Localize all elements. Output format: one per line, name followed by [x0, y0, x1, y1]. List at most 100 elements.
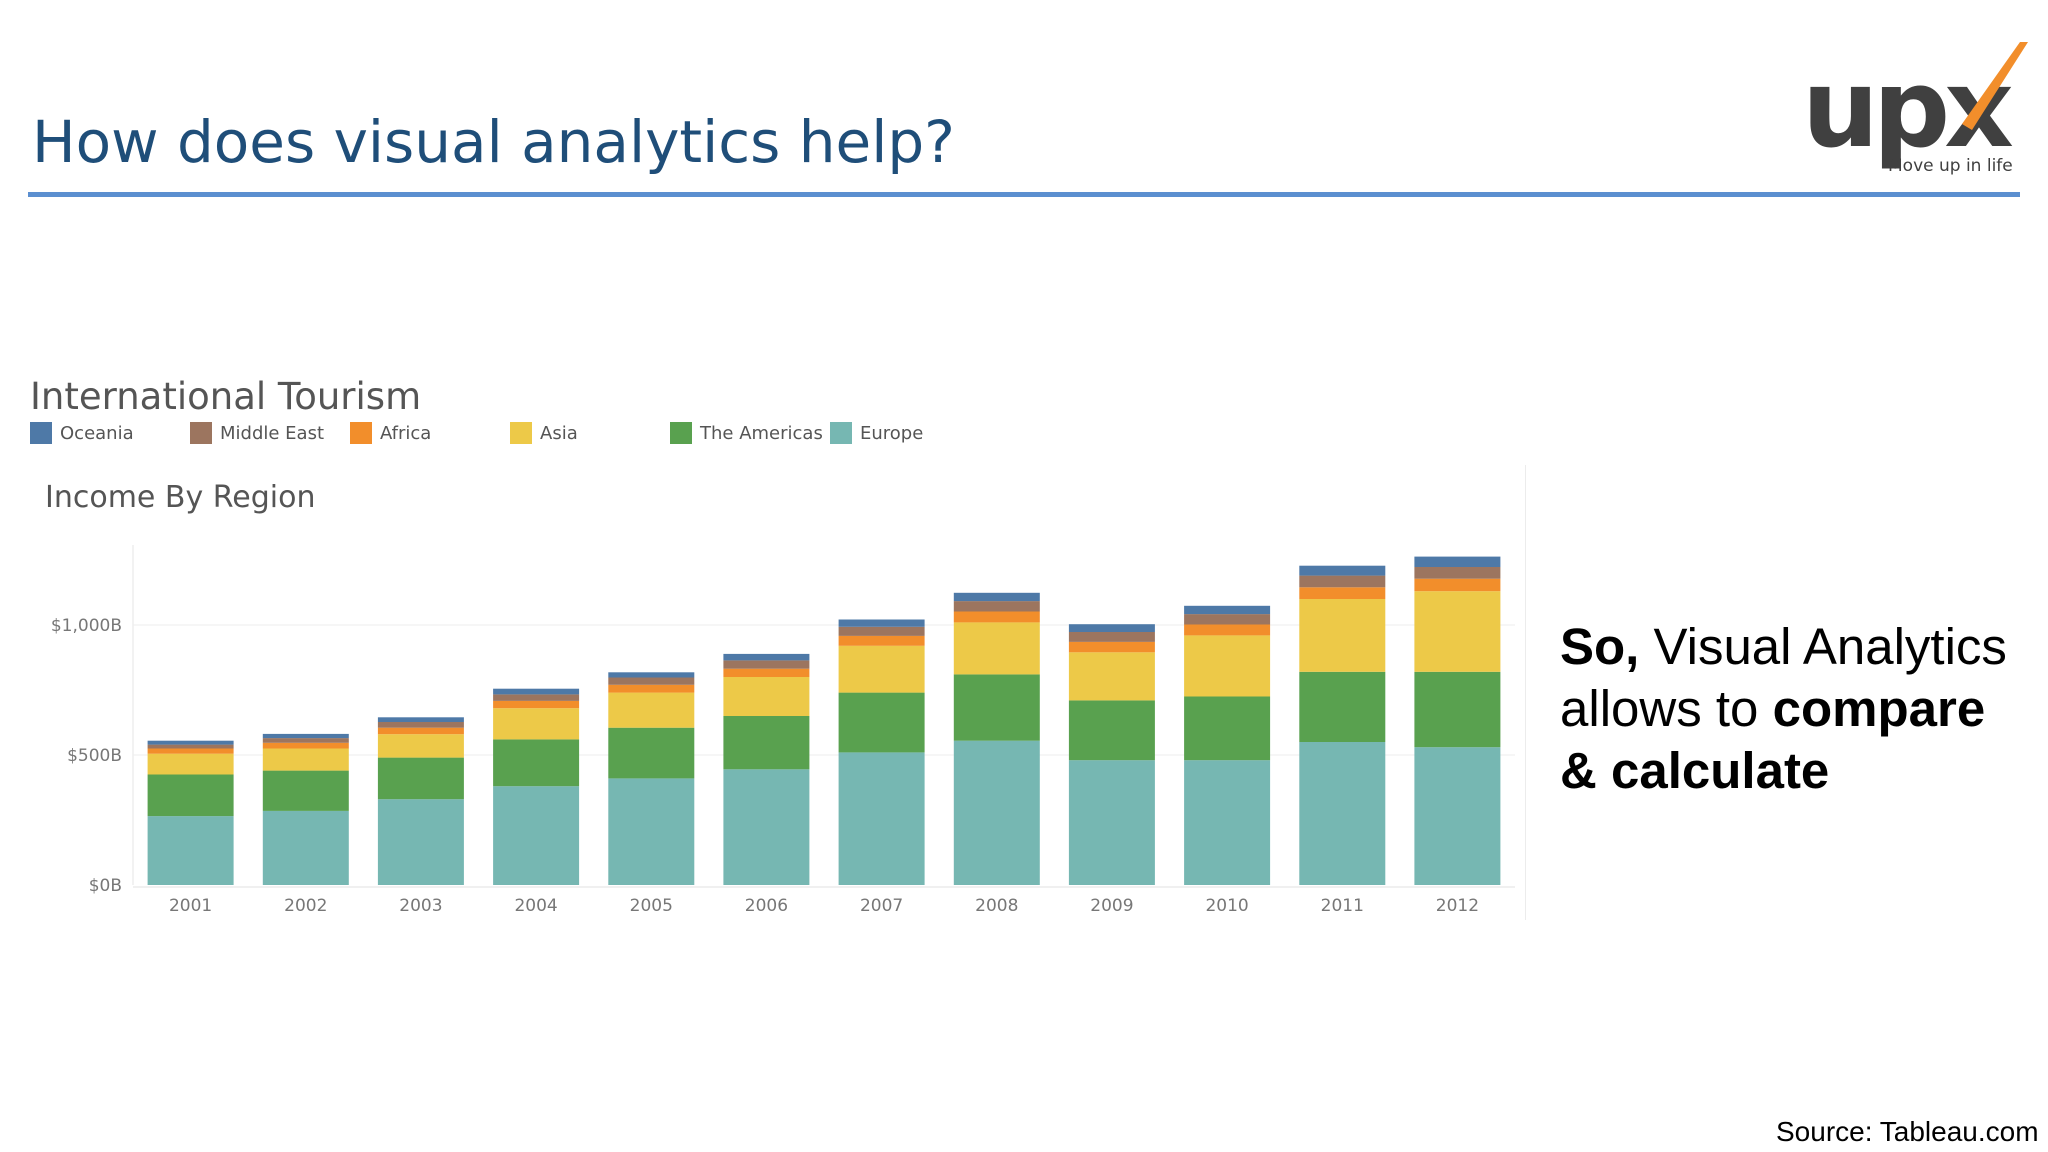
bar-middle-east-2003: [377, 722, 464, 728]
legend-item-middle-east[interactable]: Middle East: [190, 420, 324, 446]
x-tick-label: 2001: [169, 896, 212, 916]
legend-label: Europe: [860, 422, 924, 444]
bar-asia-2005: [608, 692, 695, 728]
bar-europe-2003: [377, 799, 464, 885]
x-tick-label: 2005: [630, 896, 673, 916]
bar-middle-east-2008: [953, 601, 1040, 612]
bar-middle-east-2006: [723, 660, 810, 669]
bar-oceania-2009: [1068, 624, 1155, 632]
bar-europe-2012: [1414, 747, 1501, 885]
bar-europe-2009: [1068, 760, 1155, 885]
bar-the-americas-2003: [377, 757, 464, 800]
x-tick-label: 2003: [399, 896, 442, 916]
callout-text: So, Visual Analytics allows to compare &…: [1560, 616, 2030, 802]
source-credit: Source: Tableau.com: [1776, 1116, 2039, 1147]
legend-swatch: [830, 422, 852, 444]
bar-asia-2007: [838, 645, 925, 693]
income-by-region-chart: Income By Region $0B $500B $1,000B 2001 2002 2…: [45, 480, 1515, 916]
bar-africa-2004: [493, 700, 580, 709]
bar-europe-2006: [723, 769, 810, 885]
bar-europe-2011: [1299, 742, 1386, 885]
bar-asia-2006: [723, 677, 810, 716]
bar-asia-2009: [1068, 652, 1155, 701]
bar-europe-2001: [147, 816, 234, 885]
bar-oceania-2008: [953, 592, 1040, 602]
bar-africa-2006: [723, 668, 810, 677]
bar-asia-2012: [1414, 591, 1501, 672]
bar-oceania-2007: [838, 619, 925, 627]
bar-the-americas-2007: [838, 692, 925, 753]
bar-africa-2007: [838, 635, 925, 646]
bar-oceania-2010: [1184, 605, 1271, 615]
bar-africa-2011: [1299, 587, 1386, 599]
bar-the-americas-2011: [1299, 671, 1386, 742]
bar-the-americas-2010: [1184, 696, 1271, 761]
y-tick-label: $0B: [89, 876, 122, 896]
bar-europe-2005: [608, 778, 695, 885]
x-tick-label: 2007: [860, 896, 903, 916]
bar-middle-east-2005: [608, 677, 695, 685]
legend-item-europe[interactable]: Europe: [830, 420, 923, 446]
callout-part1: Visual Analytics allows to: [1560, 618, 2007, 737]
y-tick-label: $1,000B: [51, 616, 122, 636]
bar-middle-east-2004: [493, 694, 580, 701]
legend-item-the-americas[interactable]: The Americas: [670, 420, 823, 446]
upx-logo: upx Move up in life: [1800, 36, 2030, 186]
logo-check-icon: [1962, 42, 2028, 130]
bar-middle-east-2009: [1068, 632, 1155, 642]
bar-africa-2012: [1414, 578, 1501, 592]
legend-item-asia[interactable]: Asia: [510, 420, 578, 446]
x-tick-label: 2004: [514, 896, 557, 916]
bar-middle-east-2010: [1184, 614, 1271, 625]
bar-europe-2010: [1184, 760, 1271, 885]
bar-the-americas-2012: [1414, 671, 1501, 748]
bar-asia-2008: [953, 622, 1040, 675]
bar-oceania-2003: [377, 717, 464, 722]
bar-asia-2004: [493, 708, 580, 740]
legend-label: Oceania: [60, 422, 134, 444]
bar-africa-2002: [262, 742, 349, 749]
legend-swatch: [510, 422, 532, 444]
bar-oceania-2004: [493, 688, 580, 695]
bar-the-americas-2006: [723, 716, 810, 770]
bar-oceania-2011: [1299, 565, 1386, 576]
bar-asia-2011: [1299, 599, 1386, 672]
legend-label: The Americas: [700, 422, 823, 444]
legend-swatch: [350, 422, 372, 444]
callout-bold-calculate: & calculate: [1560, 742, 1830, 799]
bar-asia-2003: [377, 734, 464, 758]
x-tick-label: 2006: [745, 896, 788, 916]
bar-oceania-2012: [1414, 556, 1501, 567]
x-tick-label: 2009: [1090, 896, 1133, 916]
bar-africa-2001: [147, 748, 234, 754]
bar-africa-2003: [377, 727, 464, 735]
dashboard-title: International Tourism: [30, 375, 422, 418]
callout-bold-compare: compare: [1772, 680, 1986, 737]
bar-oceania-2005: [608, 672, 695, 678]
logo-tagline: Move up in life: [1888, 156, 2013, 176]
bar-asia-2010: [1184, 635, 1271, 697]
x-tick-label: 2010: [1205, 896, 1248, 916]
x-tick-label: 2012: [1436, 896, 1479, 916]
callout-lead: So,: [1560, 618, 1640, 675]
bar-europe-2007: [838, 752, 925, 885]
bar-oceania-2002: [262, 733, 349, 739]
legend-swatch: [30, 422, 52, 444]
chart-title: Income By Region: [45, 480, 316, 515]
y-tick-label: $500B: [67, 746, 122, 766]
legend-label: Middle East: [220, 422, 325, 444]
bar-africa-2009: [1068, 641, 1155, 653]
bar-oceania-2001: [147, 740, 234, 745]
bar-the-americas-2008: [953, 674, 1040, 741]
legend-item-africa[interactable]: Africa: [350, 420, 431, 446]
x-tick-label: 2011: [1321, 896, 1364, 916]
bar-the-americas-2005: [608, 727, 695, 779]
legend-label: Africa: [380, 422, 432, 444]
bar-africa-2008: [953, 611, 1040, 623]
bar-middle-east-2011: [1299, 575, 1386, 588]
title-underline: [28, 192, 2020, 197]
legend-item-oceania[interactable]: Oceania: [30, 420, 134, 446]
bar-the-americas-2001: [147, 774, 234, 817]
bar-africa-2005: [608, 684, 695, 693]
legend-swatch: [670, 422, 692, 444]
